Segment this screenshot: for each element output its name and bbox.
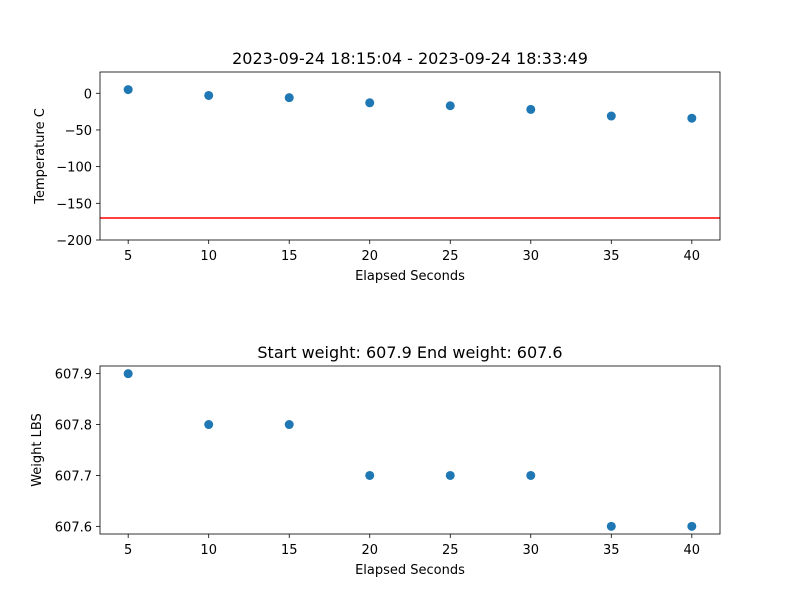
temperature-plot-area: 5 10 15 20 25 30 35 40 0 −50 −100 −150 −200 — [56, 71, 721, 264]
temperature-data-point — [204, 90, 214, 100]
weight-x-tick-label: 10 — [200, 543, 217, 558]
weight-data-point — [445, 470, 455, 480]
temperature-x-tick-label: 25 — [442, 249, 459, 264]
temperature-x-tick-label: 40 — [684, 249, 701, 264]
weight-data-point — [204, 420, 214, 430]
temperature-data-point — [687, 113, 697, 123]
weight-y-axis-label: Weight LBS — [30, 413, 45, 487]
weight-x-tick-label: 25 — [442, 543, 459, 558]
weight-data-point — [284, 420, 294, 430]
weight-y-tick-label: 607.9 — [55, 368, 92, 383]
weight-data-point — [526, 470, 536, 480]
weight-axes-frame — [99, 365, 721, 535]
weight-data-point — [123, 369, 133, 379]
temperature-y-tick-label: −150 — [56, 197, 92, 212]
weight-x-tick-label: 40 — [684, 543, 701, 558]
temperature-y-tick-label: −200 — [56, 234, 92, 249]
weight-x-tick-label: 30 — [523, 543, 540, 558]
temperature-data-point — [365, 98, 375, 108]
weight-panel: Start weight: 607.9 End weight: 607.6 5 1… — [30, 343, 721, 578]
temperature-data-point — [284, 93, 294, 103]
temperature-x-tick-label: 5 — [124, 249, 132, 264]
weight-x-tick-label: 5 — [124, 543, 132, 558]
temperature-x-tick-label: 30 — [523, 249, 540, 264]
weight-data-point — [365, 470, 375, 480]
temperature-y-axis-label: Temperature C — [33, 108, 48, 205]
temperature-x-tick-label: 20 — [361, 249, 378, 264]
weight-x-axis-label: Elapsed Seconds — [355, 563, 465, 578]
temperature-y-tick-label: −100 — [56, 161, 92, 176]
weight-data-point — [606, 521, 616, 531]
temperature-data-point — [123, 85, 133, 95]
weight-data-point — [687, 521, 697, 531]
temperature-panel: 2023-09-24 18:15:04 - 2023-09-24 18:33:4… — [33, 49, 721, 284]
temperature-x-tick-label: 35 — [603, 249, 620, 264]
temperature-data-point — [445, 101, 455, 111]
temperature-axes-frame — [99, 71, 721, 241]
temperature-chart-title: 2023-09-24 18:15:04 - 2023-09-24 18:33:4… — [232, 49, 588, 68]
weight-x-tick-label: 35 — [603, 543, 620, 558]
weight-plot-area: 5 10 15 20 25 30 35 40 607.6 607.7 607.8 607.9 — [55, 365, 721, 558]
weight-x-tick-label: 15 — [281, 543, 298, 558]
weight-y-tick-label: 607.6 — [55, 520, 92, 535]
temperature-x-tick-label: 10 — [200, 249, 217, 264]
temperature-data-point — [606, 111, 616, 121]
weight-x-tick-label: 20 — [361, 543, 378, 558]
temperature-y-tick-label: −50 — [65, 124, 92, 139]
temperature-x-axis-label: Elapsed Seconds — [355, 269, 465, 284]
weight-y-tick-label: 607.8 — [55, 419, 92, 434]
weight-chart-title: Start weight: 607.9 End weight: 607.6 — [257, 343, 562, 362]
weight-y-tick-label: 607.7 — [55, 469, 92, 484]
temperature-x-tick-label: 15 — [281, 249, 298, 264]
temperature-data-point — [526, 104, 536, 114]
temperature-y-tick-label: 0 — [84, 87, 92, 102]
